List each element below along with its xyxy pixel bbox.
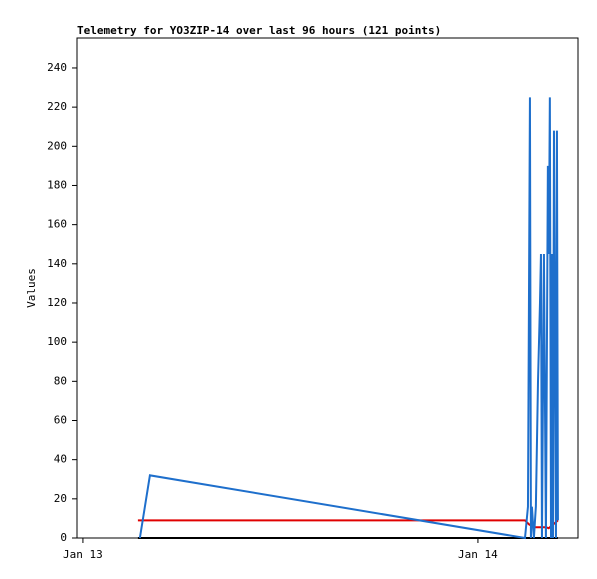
x-tick-label: Jan 13 [63,548,103,561]
chart-title: Telemetry for YO3ZIP-14 over last 96 hou… [77,24,441,37]
y-tick-label: 0 [60,531,67,544]
y-axis-label: Values [25,268,38,308]
y-tick-label: 200 [47,139,67,152]
y-tick-label: 60 [54,413,67,426]
y-tick-label: 180 [47,178,67,191]
y-tick-label: 100 [47,335,67,348]
series-line [138,97,559,540]
y-tick-label: 120 [47,296,67,309]
y-tick-label: 80 [54,374,67,387]
y-tick-label: 160 [47,218,67,231]
y-tick-label: 220 [47,100,67,113]
plot-frame [76,37,579,539]
series-line [137,519,559,530]
x-tick-label: Jan 14 [458,548,498,561]
y-tick-label: 140 [47,257,67,270]
y-tick-label: 240 [47,61,67,74]
y-tick-label: 20 [54,492,67,505]
y-tick-label: 40 [54,453,67,466]
